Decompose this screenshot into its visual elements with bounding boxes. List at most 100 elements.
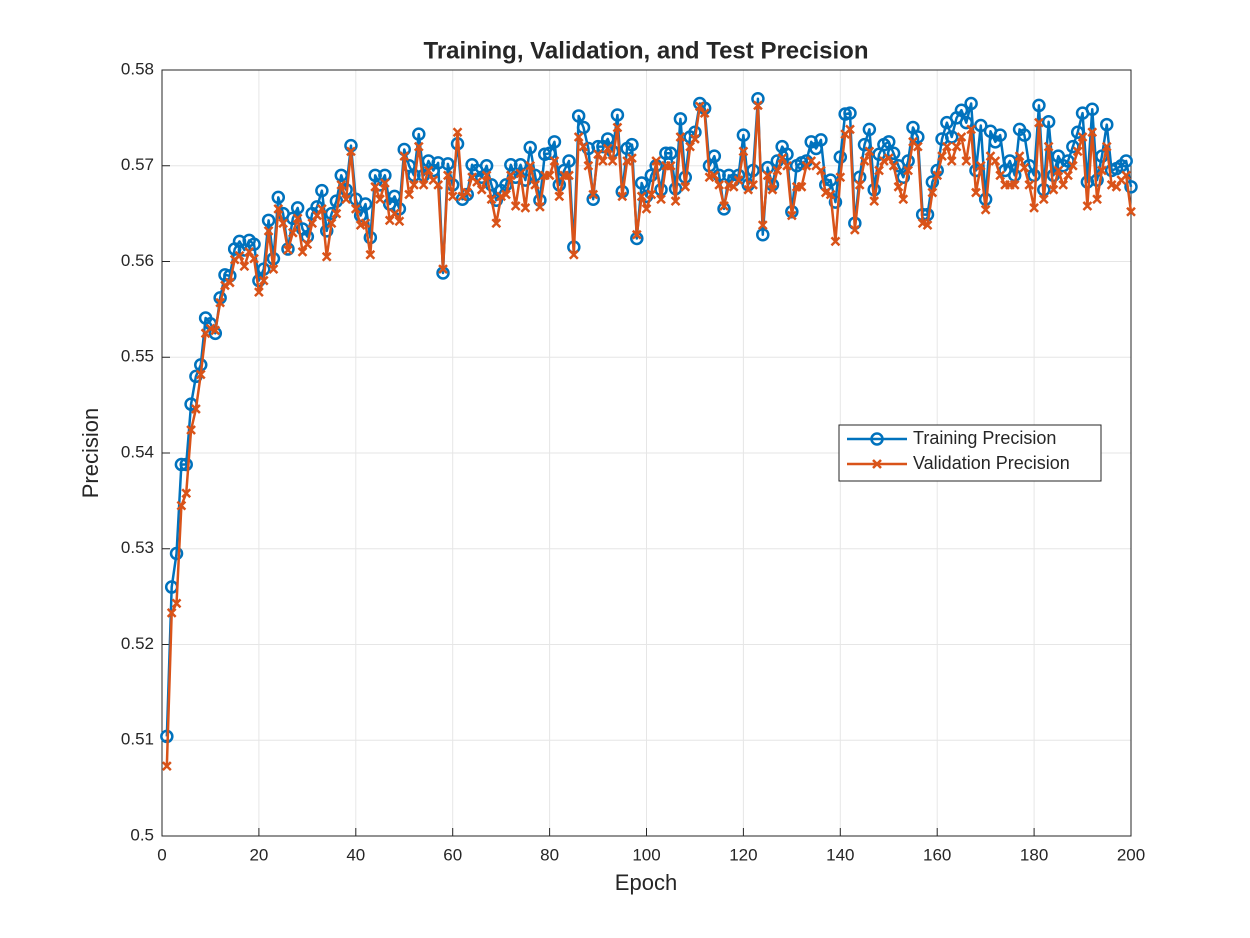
marker [975, 160, 986, 171]
marker [179, 457, 193, 472]
x-tick-label: 140 [826, 845, 854, 864]
series-line [165, 104, 1133, 767]
marker [491, 218, 502, 229]
marker [665, 160, 676, 171]
marker [956, 132, 967, 142]
marker [756, 227, 770, 242]
marker [602, 143, 613, 154]
marker [617, 191, 628, 202]
marker [610, 108, 625, 122]
x-tick-label: 100 [632, 845, 660, 864]
marker [510, 201, 521, 211]
marker [780, 147, 794, 162]
marker [680, 181, 691, 192]
marker [542, 146, 557, 161]
marker [709, 170, 720, 181]
marker [336, 180, 347, 190]
marker [1070, 125, 1085, 139]
legend-marker [872, 459, 882, 469]
marker [161, 761, 172, 771]
chart-title: Training, Validation, and Test Precision [424, 37, 869, 64]
x-tick-label: 200 [1117, 845, 1145, 864]
marker [1053, 165, 1064, 176]
y-tick-label: 0.5 [130, 825, 154, 844]
marker [283, 245, 293, 255]
marker [728, 181, 739, 192]
marker [578, 141, 589, 152]
marker [1027, 168, 1041, 183]
marker [911, 130, 925, 144]
marker [782, 160, 792, 171]
marker [452, 127, 463, 138]
marker [462, 187, 473, 198]
marker [946, 156, 957, 166]
marker [796, 181, 807, 192]
axes-frame [161, 69, 1132, 837]
y-tick-label: 0.57 [121, 155, 154, 174]
marker [675, 132, 686, 142]
marker [292, 213, 303, 224]
marker [641, 203, 652, 214]
marker [736, 128, 751, 142]
marker [535, 202, 545, 212]
legend-label: Validation Precision [913, 453, 1070, 473]
marker [1072, 146, 1083, 157]
marker [1034, 117, 1044, 128]
marker [379, 178, 390, 188]
y-tick-label: 0.56 [121, 251, 154, 270]
marker [1058, 180, 1069, 190]
marker [762, 170, 773, 181]
marker [625, 137, 639, 152]
marker [370, 181, 381, 192]
marker [513, 158, 528, 172]
x-tick-label: 160 [923, 845, 951, 864]
marker [995, 170, 1006, 181]
y-axis-label: Precision [78, 408, 103, 498]
marker [912, 141, 923, 152]
marker [634, 176, 649, 190]
marker [317, 203, 327, 214]
marker [1124, 180, 1138, 194]
marker [169, 546, 184, 561]
marker [659, 146, 673, 161]
marker [825, 189, 836, 200]
marker [1032, 98, 1046, 113]
marker [234, 250, 245, 261]
marker [622, 156, 633, 166]
marker [670, 196, 681, 207]
marker [268, 264, 279, 275]
marker [350, 203, 361, 214]
marker [1017, 128, 1032, 142]
marker [195, 369, 206, 380]
marker [1048, 184, 1059, 195]
marker [903, 165, 914, 176]
series-line [165, 97, 1133, 737]
marker [307, 218, 318, 229]
marker [1063, 170, 1073, 181]
marker [191, 404, 201, 414]
marker [1038, 194, 1049, 205]
marker [854, 180, 865, 190]
marker [247, 237, 261, 252]
marker [261, 213, 276, 228]
marker [816, 165, 826, 176]
marker [181, 488, 192, 499]
marker [964, 96, 978, 111]
marker [365, 249, 376, 260]
marker [297, 247, 308, 257]
marker [568, 249, 579, 260]
marker [830, 236, 841, 247]
marker [442, 170, 453, 181]
marker [835, 172, 846, 183]
marker [786, 210, 797, 221]
marker [593, 149, 603, 160]
marker [927, 187, 938, 198]
marker [331, 208, 342, 219]
marker [1024, 180, 1035, 190]
marker [980, 204, 991, 215]
marker [523, 140, 537, 155]
marker [476, 184, 487, 195]
legend-label: Training Precision [913, 428, 1056, 448]
marker [1092, 194, 1102, 205]
